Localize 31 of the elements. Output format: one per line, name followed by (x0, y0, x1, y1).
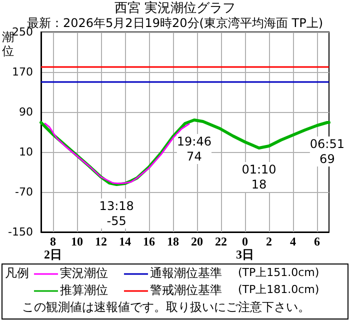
x-tick-label: 2 (266, 234, 272, 248)
text: この観測値は速報値です。取り扱いにご注意下さい。 (22, 300, 310, 314)
annotation: 13:18 -55 (99, 199, 134, 228)
legend-label: 通報潮位基準 (150, 266, 222, 280)
text: (TP上181.0cm) (238, 283, 320, 296)
y-tick-label: 10 (19, 146, 33, 158)
annotation: 06:51 69 (310, 137, 344, 166)
x-tick-label: 4 (290, 234, 296, 248)
chart-title: 西宮 実況潮位グラフ (114, 0, 236, 16)
y-tick-label: -70 (15, 186, 33, 198)
legend-label: 警戒潮位基準 (150, 283, 222, 297)
x-tick-label: 20 (191, 234, 203, 248)
annotation: 01:10 18 (242, 162, 276, 192)
legend-label: 実況潮位 (60, 266, 108, 280)
text: (TP上151.0cm) (238, 266, 320, 279)
x-tick-label: 8 2日 (44, 234, 62, 262)
legend-label: 推算潮位 (60, 283, 108, 297)
y-axis-title: 潮位 (2, 30, 14, 58)
x-tick-label: 18 (167, 234, 179, 248)
x-tick-label: 16 (143, 234, 155, 248)
y-tick-label: 170 (12, 66, 33, 78)
x-tick-label: 6 (314, 234, 320, 248)
x-tick-label: 0 3日 (236, 234, 254, 262)
x-tick-label: 14 (119, 234, 131, 248)
legend-title: 凡例 (5, 266, 29, 280)
annotation: 19:46 74 (176, 134, 212, 164)
y-tick-label: 90 (19, 106, 33, 118)
x-tick-label: 12 (95, 234, 107, 248)
y-tick-label: -150 (8, 226, 33, 238)
x-tick-label: 22 (215, 234, 227, 248)
x-tick-label: 10 (71, 234, 83, 248)
